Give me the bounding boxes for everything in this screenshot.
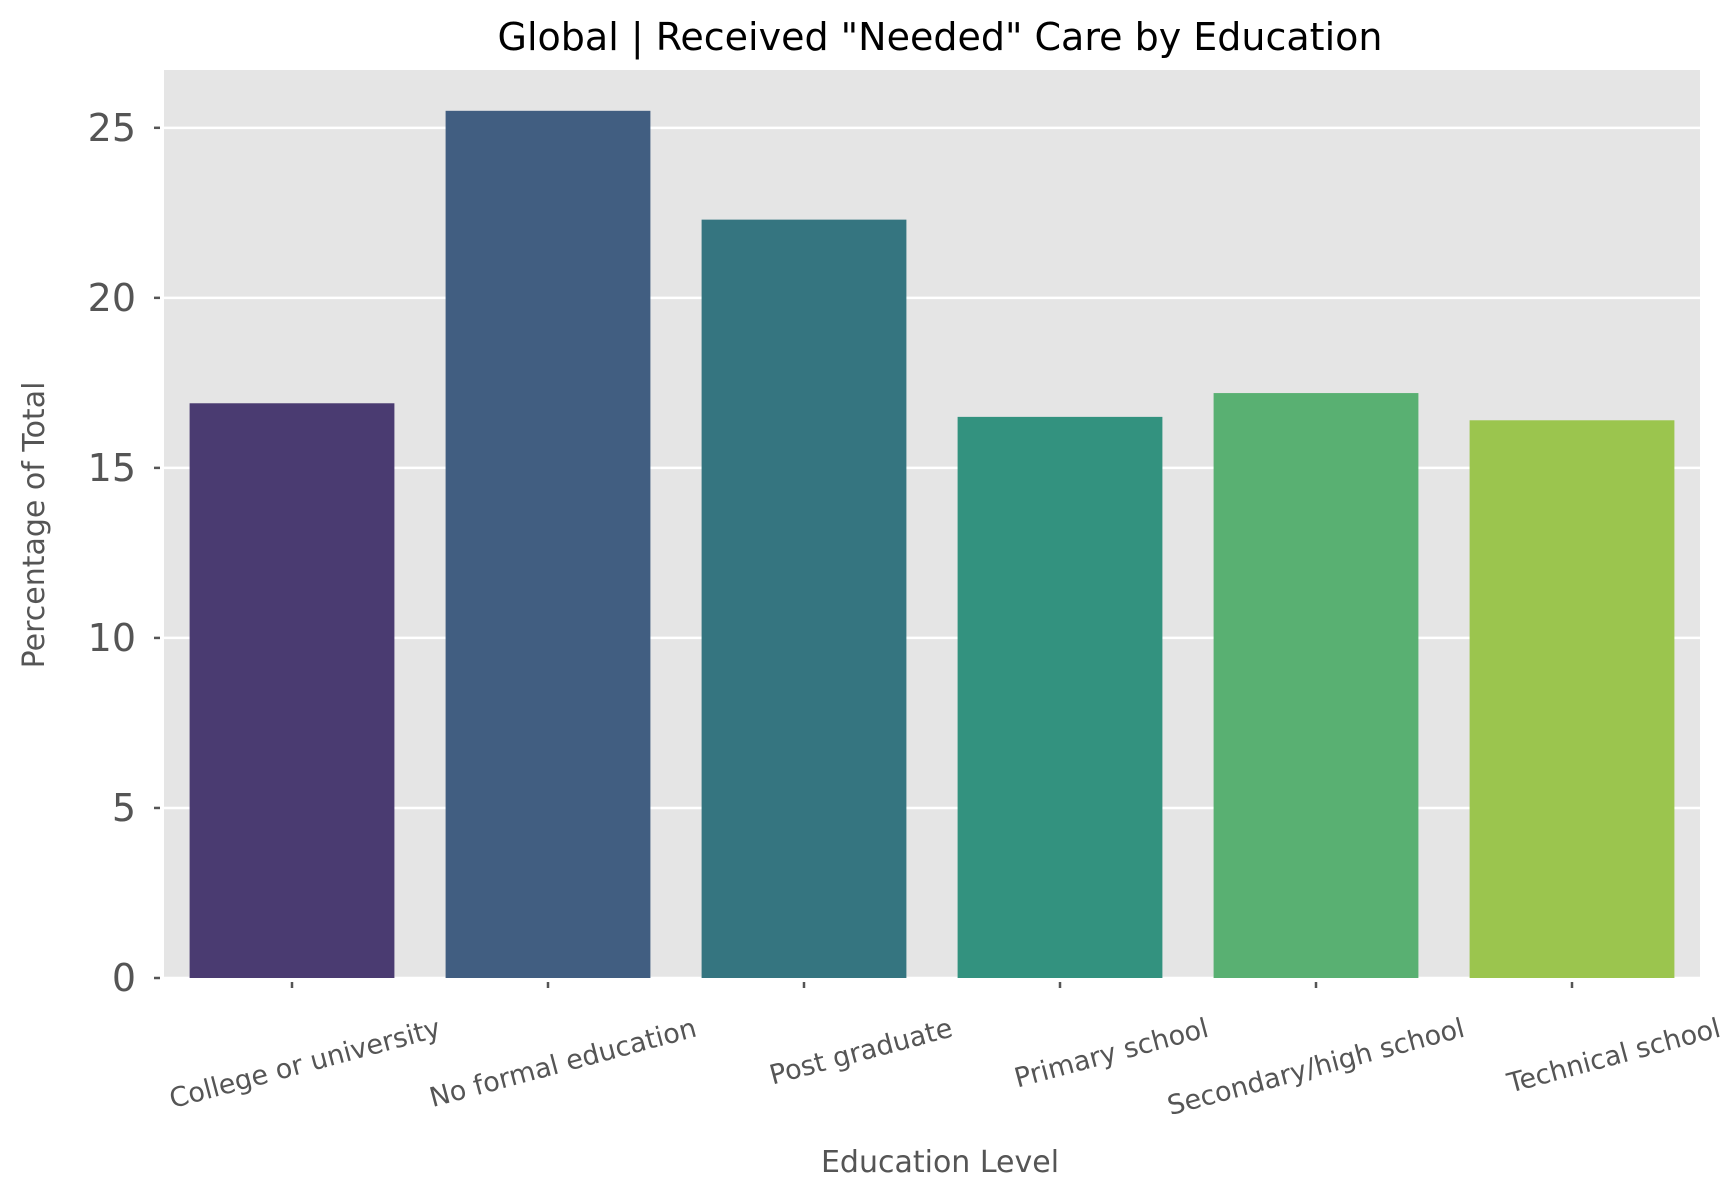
y-tick-label: 25: [88, 106, 136, 150]
bar: [701, 219, 907, 979]
plot-area: [164, 70, 1700, 978]
gridlines: [164, 126, 1700, 980]
y-tick-label: 5: [112, 786, 136, 830]
x-tick-label: Secondary/high school: [1164, 1013, 1468, 1122]
x-tick-label: Primary school: [1011, 1013, 1212, 1095]
x-axis-label: Education Level: [821, 1145, 1059, 1180]
bar: [189, 403, 395, 978]
y-tick-label: 10: [88, 616, 136, 660]
y-axis-label: Percentage of Total: [17, 382, 52, 669]
x-tick-label: College or university: [166, 1013, 444, 1115]
bar: [1469, 420, 1675, 978]
y-tick-label: 0: [112, 956, 136, 1000]
y-tick-label: 20: [88, 276, 136, 320]
bar: [957, 416, 1163, 978]
x-tick-label: Technical school: [1503, 1013, 1724, 1100]
bars: [189, 110, 1675, 979]
bar: [445, 110, 651, 979]
y-tick-label: 15: [88, 446, 136, 490]
x-tick-label: No formal education: [426, 1013, 700, 1114]
x-tick-label: Post graduate: [766, 1013, 955, 1092]
chart-title: Global | Received "Needed" Care by Educa…: [498, 15, 1383, 60]
bar: [1213, 393, 1419, 978]
y-axis: 0 5 10 15 20 25: [88, 106, 160, 1000]
